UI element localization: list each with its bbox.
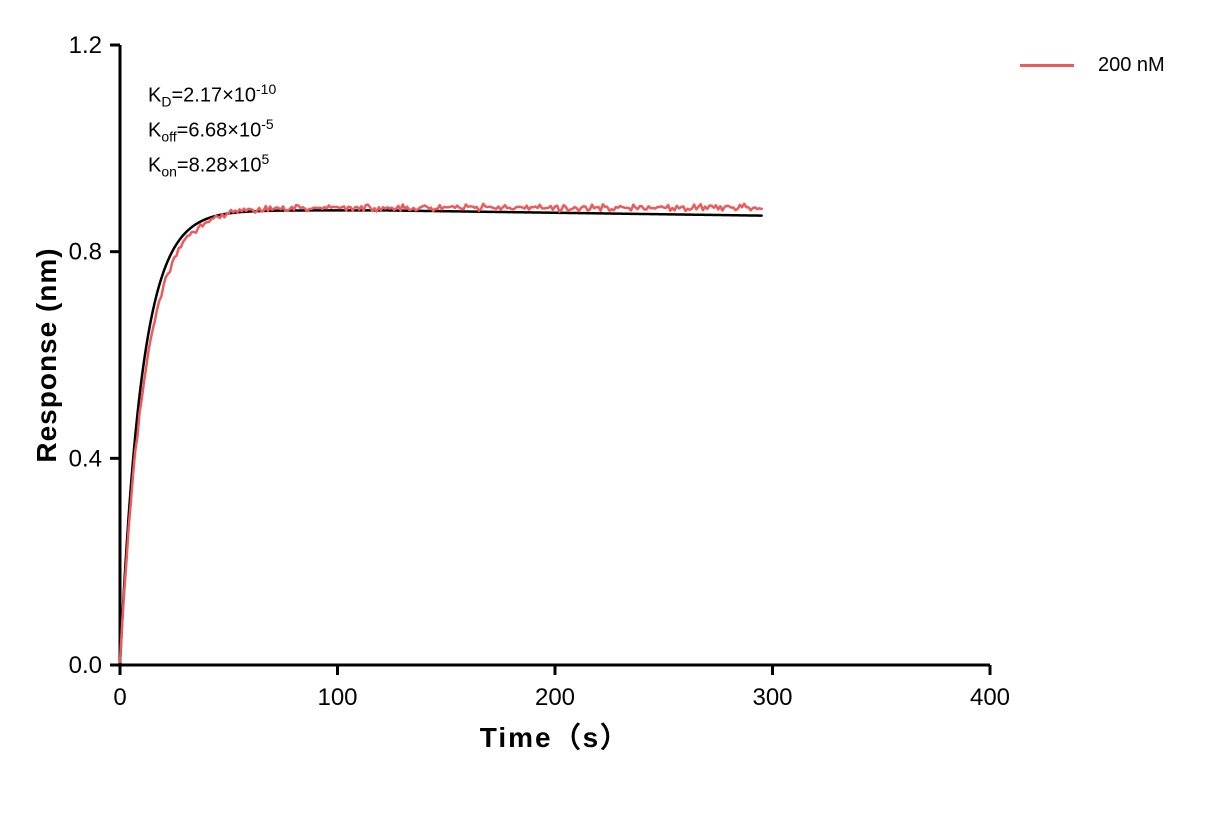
annotation-line: Kon=8.28×105	[148, 148, 276, 183]
fit-curve	[120, 210, 762, 665]
svg-text:400: 400	[970, 684, 1010, 711]
svg-text:0.4: 0.4	[69, 445, 102, 472]
data-curve-200nm	[120, 204, 762, 662]
svg-text:1.2: 1.2	[69, 32, 102, 59]
svg-text:0.8: 0.8	[69, 239, 102, 266]
svg-text:Response (nm): Response (nm)	[31, 247, 62, 462]
svg-text:Time（s）: Time（s）	[480, 721, 630, 753]
svg-text:100: 100	[317, 684, 357, 711]
chart-legend: 200 nM	[1020, 54, 1165, 77]
kinetic-constants-annotation: KD=2.17×10-10Koff=6.68×10-5Kon=8.28×105	[148, 78, 276, 183]
svg-text:200: 200	[535, 684, 575, 711]
annotation-line: Koff=6.68×10-5	[148, 113, 276, 148]
chart-container: 0 100 200 300 400 0.0 0.4 0.8 1.2 Time（s） Response…	[0, 0, 1212, 825]
legend-label: 200 nM	[1098, 54, 1165, 77]
annotation-line: KD=2.17×10-10	[148, 78, 276, 113]
legend-swatch	[1020, 64, 1074, 67]
svg-text:0.0: 0.0	[69, 652, 102, 679]
svg-text:300: 300	[752, 684, 792, 711]
svg-text:0: 0	[113, 684, 126, 711]
